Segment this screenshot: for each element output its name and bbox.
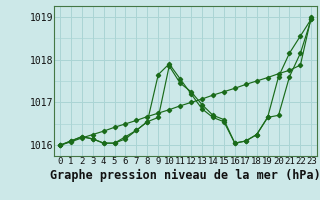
X-axis label: Graphe pression niveau de la mer (hPa): Graphe pression niveau de la mer (hPa): [50, 169, 320, 182]
